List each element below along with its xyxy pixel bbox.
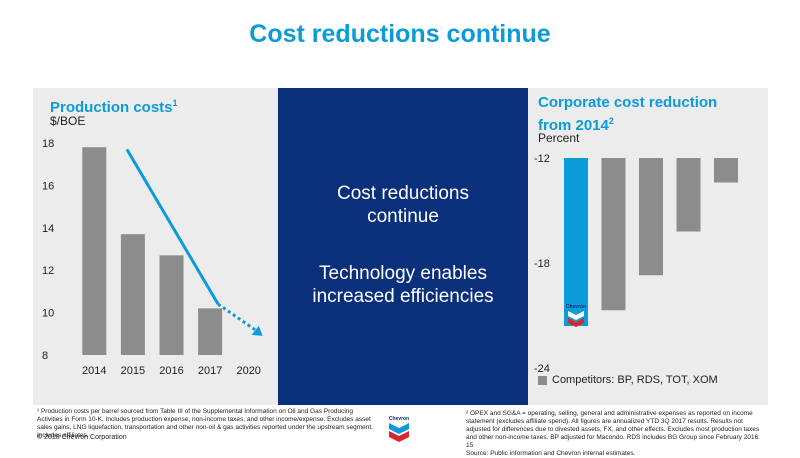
footnote-left: ¹ Production costs per barrel sourced fr…: [37, 408, 374, 439]
trend-line-solid: [125, 148, 220, 305]
footnote-source: Source: Public information and Chevron i…: [466, 450, 636, 457]
production-costs-title: Production costs1: [50, 94, 178, 117]
summary-line-4: increased efficiencies: [312, 286, 494, 307]
production-costs-footnote-ref: 1: [172, 98, 178, 108]
bar: [159, 255, 184, 355]
corporate-cost-panel: Corporate cost reduction from 20142 Perc…: [528, 88, 768, 405]
summary-line-1: Cost reductions: [336, 183, 469, 204]
production-costs-unit: $/BOE: [50, 114, 86, 128]
y-tick-label: 18: [42, 138, 54, 150]
bar-competitor: [639, 158, 663, 276]
y-tick-label: 14: [42, 223, 54, 235]
x-tick-label: 2016: [159, 365, 183, 377]
footnote-right: ² OPEX and SG&A = operating, selling, ge…: [466, 410, 766, 458]
summary-panel: Cost reductions continue Technology enab…: [278, 88, 528, 405]
corporate-cost-unit: Percent: [538, 131, 580, 145]
page-title: Cost reductions continue: [249, 20, 551, 48]
production-costs-panel: Production costs1 $/BOE 8 10 12 14 16 18 2014 2…: [33, 88, 278, 405]
chevron-bar-logo-icon-red: [568, 318, 584, 327]
production-costs-title-text: Production costs: [50, 99, 173, 116]
bar: [82, 147, 107, 355]
summary-line-2: continue: [367, 206, 439, 227]
trend-arrowhead: [251, 325, 263, 336]
chevron-logo-icon: Chevron: [389, 416, 409, 442]
summary-line-3: Technology enables: [319, 263, 487, 284]
corporate-cost-chart: -12 -18 -24 Chevron: [534, 153, 738, 375]
footnote-right-text: ² OPEX and SG&A = operating, selling, ge…: [466, 410, 760, 441]
x-tick-label: 2015: [121, 365, 145, 377]
corporate-cost-title-2: from 20142: [538, 112, 614, 135]
bar-chevron: [564, 158, 588, 326]
trend-line-dashed: [217, 302, 258, 333]
production-costs-chart: 8 10 12 14 16 18 2014 2015 2016 2017 2020: [42, 138, 263, 377]
x-tick-label: 2017: [198, 365, 222, 377]
y-tick-label: 12: [42, 265, 54, 277]
corporate-cost-title-1: Corporate cost reduction: [538, 94, 718, 111]
y-tick-label: -12: [534, 153, 550, 165]
page-number: 15: [466, 442, 474, 449]
y-tick-label: 16: [42, 180, 54, 192]
bar-competitor: [601, 158, 626, 311]
y-tick-label: -18: [534, 258, 550, 270]
corporate-cost-footnote-ref: 2: [608, 116, 614, 126]
bar: [120, 234, 145, 355]
y-tick-label: -24: [534, 363, 550, 375]
y-tick-label: 10: [42, 308, 54, 320]
bar: [198, 308, 223, 355]
y-tick-label: 8: [42, 350, 48, 362]
legend-swatch-competitors: [538, 376, 547, 385]
bar-competitor: [676, 158, 701, 232]
x-tick-label: 2014: [82, 365, 106, 377]
legend-label-competitors: Competitors: BP, RDS, TOT, XOM: [552, 374, 718, 386]
chevron-bar-logo-icon: [568, 311, 584, 320]
chevron-bar-logo-label: Chevron: [566, 304, 586, 310]
corporate-cost-title-2-text: from 2014: [538, 117, 609, 134]
copyright: © 2018 Chevron Corporation: [37, 434, 127, 441]
x-tick-label: 2020: [236, 365, 260, 377]
chevron-logo-text: Chevron: [389, 416, 409, 422]
bar-competitor: [714, 158, 738, 183]
